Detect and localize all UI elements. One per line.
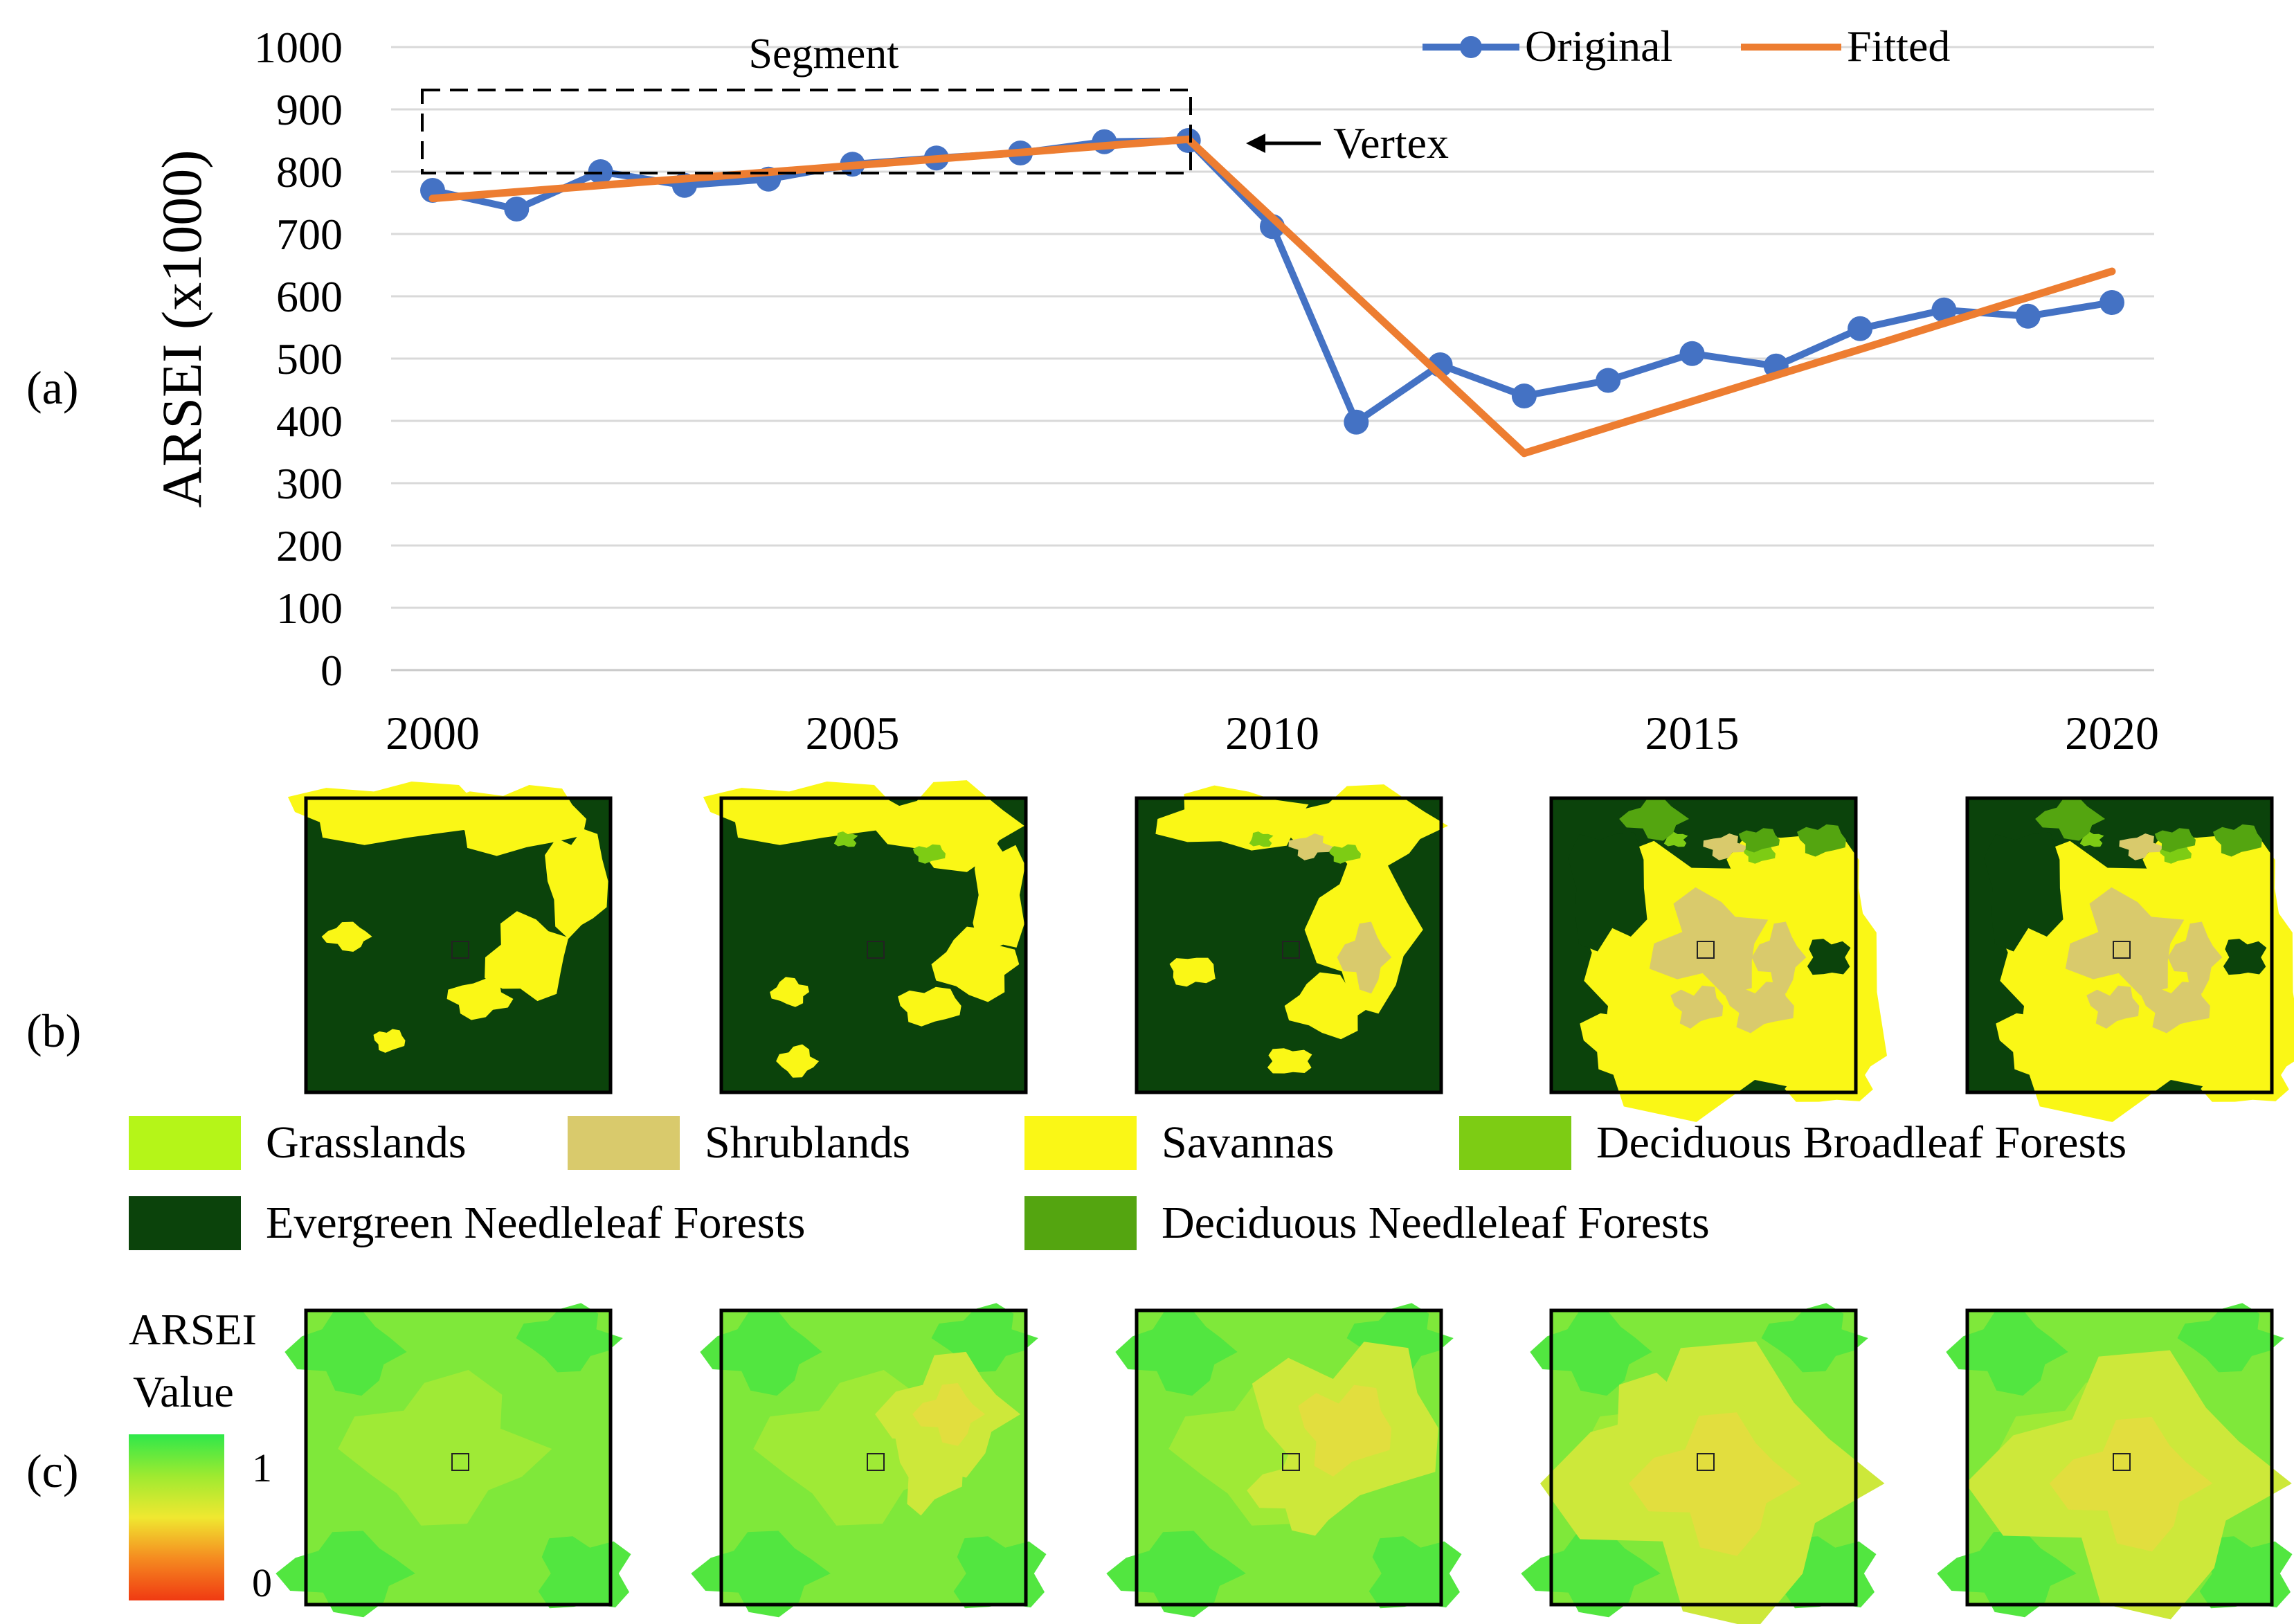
original-point bbox=[2099, 290, 2124, 315]
legend-swatch bbox=[1024, 1116, 1137, 1170]
y-tick-label: 400 bbox=[276, 397, 343, 446]
land-cover-map bbox=[1549, 796, 1887, 1122]
original-point bbox=[1511, 384, 1537, 408]
arsei-map bbox=[1106, 1303, 1462, 1618]
y-tick-label: 900 bbox=[276, 85, 343, 134]
y-tick-label: 500 bbox=[276, 334, 343, 384]
land-cover-legend-label: Deciduous Broadleaf Forests bbox=[1596, 1117, 2126, 1168]
vertex-arrow-icon bbox=[1246, 134, 1321, 153]
land-cover-maps bbox=[287, 780, 2294, 1122]
pixel-marker bbox=[451, 941, 469, 959]
chart-legend: Original Fitted bbox=[1423, 21, 1950, 71]
land-cover-map bbox=[287, 782, 613, 1094]
x-tick-label: 2020 bbox=[2065, 707, 2159, 759]
original-point bbox=[1848, 316, 1873, 341]
legend-swatch bbox=[129, 1196, 241, 1250]
y-tick-label: 1000 bbox=[254, 23, 343, 72]
arsei-legend-title-2: Value bbox=[133, 1367, 234, 1416]
colorbar-max-label: 1 bbox=[252, 1445, 272, 1490]
legend-original-label: Original bbox=[1525, 21, 1672, 71]
pixel-marker bbox=[1697, 941, 1715, 959]
pixel-marker bbox=[451, 1453, 469, 1471]
arsei-map bbox=[276, 1303, 631, 1618]
x-tick-label: 2015 bbox=[1645, 707, 1740, 759]
arsei-map bbox=[1937, 1303, 2293, 1620]
y-tick-label: 0 bbox=[320, 646, 343, 695]
y-tick-label: 700 bbox=[276, 210, 343, 259]
x-tick-label: 2005 bbox=[806, 707, 900, 759]
arsei-legend-title-1: ARSEI bbox=[129, 1305, 257, 1354]
land-cover-legend-label: Savannas bbox=[1162, 1117, 1334, 1168]
original-point bbox=[1931, 297, 1957, 323]
panel-a: (a) ARSEI (x1000) 0 100 200 300 400 500 600 700… bbox=[26, 21, 2159, 759]
legend-swatch bbox=[1459, 1116, 1571, 1170]
series-lines bbox=[420, 128, 2124, 458]
pixel-marker bbox=[867, 941, 885, 959]
panel-label-a: (a) bbox=[26, 361, 78, 414]
gridlines bbox=[391, 46, 2154, 671]
segment-label: Segment bbox=[749, 30, 899, 78]
land-cover-legend: Grasslands Shrublands Savannas Deciduous Br… bbox=[129, 1116, 2126, 1250]
y-axis-label: ARSEI (x1000) bbox=[150, 150, 213, 507]
original-point bbox=[2015, 303, 2041, 329]
panel-c: (c) ARSEI Value 1 0 bbox=[26, 1303, 2293, 1624]
panel-label-b: (b) bbox=[26, 1004, 81, 1057]
legend-swatch bbox=[568, 1116, 680, 1170]
original-point bbox=[504, 197, 530, 222]
y-tick-label: 800 bbox=[276, 147, 343, 197]
arsei-maps bbox=[276, 1303, 2293, 1624]
y-tick-labels: 0 100 200 300 400 500 600 700 800 900 1000 bbox=[254, 23, 343, 695]
pixel-marker bbox=[2113, 1453, 2131, 1471]
y-tick-label: 300 bbox=[276, 459, 343, 508]
legend-swatch bbox=[129, 1116, 241, 1170]
arsei-colorbar bbox=[129, 1434, 224, 1600]
original-point bbox=[1679, 341, 1705, 366]
legend-swatch bbox=[1024, 1196, 1137, 1250]
pixel-marker bbox=[1697, 1453, 1715, 1471]
panel-b: (b) Grasslands Shrublands Savannas Deciduou… bbox=[26, 780, 2294, 1250]
legend-original-icon bbox=[1423, 36, 1519, 58]
vertex-label: Vertex bbox=[1333, 118, 1449, 168]
segment-box bbox=[421, 89, 1192, 174]
y-tick-label: 600 bbox=[276, 272, 343, 321]
fitted-series-line bbox=[428, 135, 2116, 458]
x-tick-label: 2000 bbox=[386, 707, 480, 759]
pixel-marker bbox=[2113, 941, 2131, 959]
land-cover-legend-label: Shrublands bbox=[705, 1117, 910, 1168]
panel-label-c: (c) bbox=[26, 1445, 78, 1497]
pixel-marker bbox=[1282, 941, 1300, 959]
land-cover-map bbox=[703, 780, 1028, 1094]
x-tick-label: 2010 bbox=[1225, 707, 1319, 759]
arsei-map bbox=[691, 1303, 1047, 1618]
land-cover-legend-label: Grasslands bbox=[266, 1117, 467, 1168]
legend-fitted-label: Fitted bbox=[1847, 21, 1950, 71]
land-cover-map bbox=[1135, 784, 1448, 1094]
pixel-marker bbox=[867, 1453, 885, 1471]
land-cover-map bbox=[1965, 796, 2294, 1122]
y-tick-label: 100 bbox=[276, 584, 343, 633]
land-cover-legend-label: Deciduous Needleleaf Forests bbox=[1162, 1198, 1710, 1248]
original-point bbox=[1344, 409, 1369, 435]
x-tick-labels: 2000 2005 2010 2015 2020 bbox=[386, 707, 2159, 759]
original-point bbox=[1596, 368, 1621, 393]
y-tick-label: 200 bbox=[276, 521, 343, 570]
colorbar-min-label: 0 bbox=[252, 1560, 272, 1605]
arsei-map bbox=[1521, 1303, 1885, 1624]
pixel-marker bbox=[1282, 1453, 1300, 1471]
land-cover-legend-label: Evergreen Needleleaf Forests bbox=[266, 1198, 805, 1248]
